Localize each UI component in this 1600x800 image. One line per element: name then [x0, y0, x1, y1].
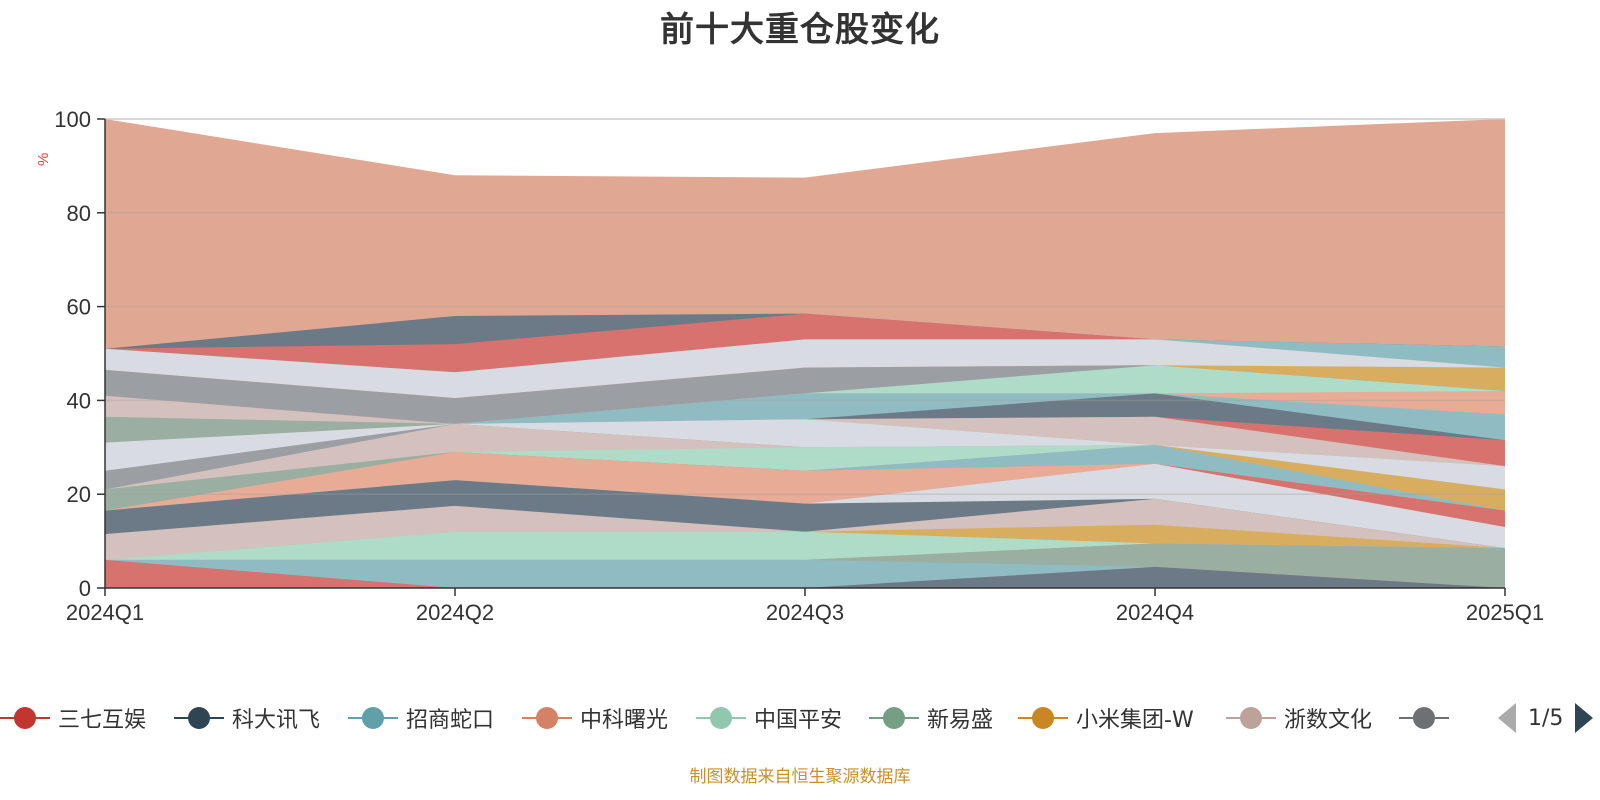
legend-item[interactable]: 科大讯飞 — [174, 700, 320, 736]
legend-marker-icon — [696, 700, 746, 736]
legend-item[interactable]: 新易盛 — [869, 700, 993, 736]
legend-page-indicator: 1/5 — [1528, 705, 1564, 731]
legend-item[interactable]: 浙数文化 — [1226, 700, 1372, 736]
legend-marker-icon — [1399, 700, 1449, 736]
chart-plot: 0 20 40 60 80 100 2024Q1 2024Q2 2024Q3 2024Q4 2025… — [35, 107, 1544, 625]
legend-item[interactable]: 三七互娱 — [0, 700, 146, 736]
source-note: 制图数据来自恒生聚源数据库 — [689, 767, 911, 787]
legend-item[interactable] — [1399, 700, 1457, 736]
legend-next-page-icon[interactable] — [1575, 703, 1594, 733]
area-layers — [105, 119, 1505, 588]
legend-marker-icon — [869, 700, 919, 736]
legend-label: 招商蛇口 — [406, 708, 495, 733]
x-tick-label: 2024Q3 — [766, 600, 844, 625]
legend-label: 科大讯飞 — [232, 708, 321, 733]
legend-label: 新易盛 — [927, 708, 994, 733]
legend-item[interactable]: 中科曙光 — [522, 700, 668, 736]
y-tick-label: 80 — [67, 201, 91, 226]
y-tick-label: 100 — [54, 107, 91, 132]
legend-marker-icon — [1226, 700, 1276, 736]
legend-item[interactable]: 中国平安 — [696, 700, 842, 736]
legend-item[interactable]: 小米集团-W — [1018, 700, 1194, 736]
legend-item[interactable]: 招商蛇口 — [348, 700, 494, 736]
legend-marker-icon — [174, 700, 224, 736]
chart-title: 前十大重仓股变化 — [660, 10, 940, 50]
grid-lines — [105, 118, 1505, 495]
y-tick-label: 40 — [67, 388, 91, 413]
y-axis-unit-label: % — [35, 153, 52, 166]
x-tick-label: 2024Q4 — [1116, 600, 1194, 625]
legend-label: 小米集团-W — [1076, 708, 1194, 733]
legend-marker-icon — [522, 700, 572, 736]
x-tick-label: 2024Q2 — [416, 600, 494, 625]
legend-marker-icon — [1018, 700, 1068, 736]
y-tick-label: 0 — [79, 576, 91, 601]
x-tick-label: 2024Q1 — [66, 600, 144, 625]
legend-marker-icon — [0, 700, 50, 736]
legend: 三七互娱 科大讯飞 招商蛇口 中科曙光 中国平安 新易盛 小米集团-W 浙数文化 1/5 — [0, 700, 1600, 740]
legend-label: 三七互娱 — [58, 708, 147, 733]
axes: 0 20 40 60 80 100 2024Q1 2024Q2 2024Q3 2024Q4 2025… — [54, 107, 1544, 625]
y-tick-label: 60 — [67, 295, 91, 320]
legend-prev-page-icon[interactable] — [1498, 703, 1516, 733]
y-tick-label: 20 — [67, 482, 91, 507]
legend-label: 中科曙光 — [580, 708, 669, 733]
x-tick-label: 2025Q1 — [1466, 600, 1544, 625]
legend-label: 浙数文化 — [1284, 708, 1373, 733]
legend-pager: 1/5 — [1498, 700, 1594, 736]
legend-marker-icon — [348, 700, 398, 736]
area-layer-34 — [105, 566, 1505, 588]
legend-label: 中国平安 — [754, 708, 843, 733]
